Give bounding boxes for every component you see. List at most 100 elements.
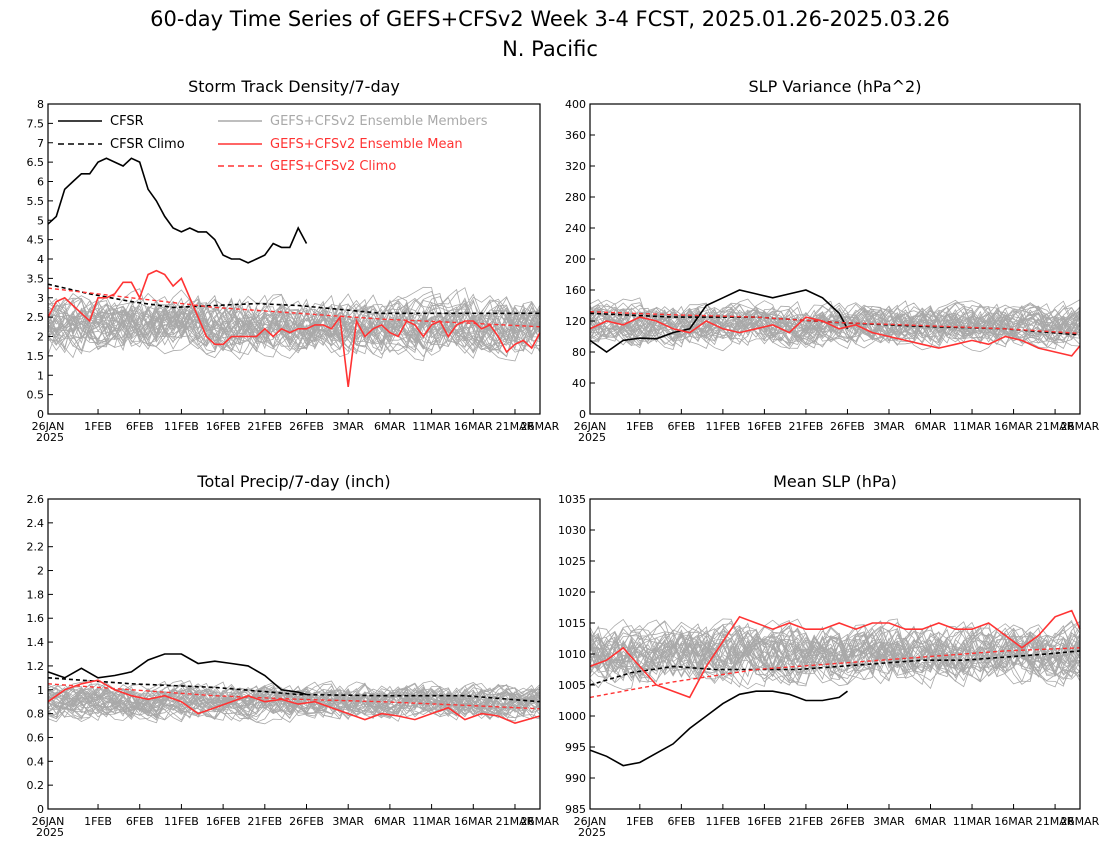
- y-tick-label: 3: [37, 292, 44, 305]
- x-year-label: 2025: [36, 431, 64, 444]
- x-tick-label: 16FEB: [747, 420, 782, 433]
- legend-label-climo: GEFS+CFSv2 Climo: [270, 159, 396, 174]
- x-tick-label: 3MAR: [873, 815, 905, 828]
- chart-panel-4: Mean SLP (hPa) 985 990 995 1000 1005 1010 1015 1…: [558, 472, 1100, 839]
- member-line: [47, 684, 541, 721]
- x-tick-label: 3MAR: [332, 420, 364, 433]
- panel-title: Mean SLP (hPa): [773, 472, 897, 491]
- member-line: [589, 621, 1081, 690]
- x-year-label: 2025: [578, 826, 606, 839]
- member-line: [589, 627, 1081, 685]
- panels: Storm Track Density/7-day 0 0.5 1 1.5 2 2.5 3 3.…: [27, 77, 1100, 839]
- y-tick-label: 7: [37, 137, 44, 150]
- member-line: [589, 630, 1081, 685]
- x-tick-label: 6MAR: [915, 815, 947, 828]
- x-tick-label: 11FEB: [164, 815, 199, 828]
- y-tick-label: 80: [572, 346, 586, 359]
- x-tick-label: 11FEB: [705, 815, 740, 828]
- member-line: [589, 297, 1081, 339]
- legend: CFSR CFSR Climo GEFS+CFSv2 Ensemble Member…: [58, 114, 488, 174]
- y-tick-label: 1025: [558, 555, 586, 568]
- y-tick-label: 120: [565, 315, 586, 328]
- member-line: [589, 626, 1081, 681]
- member-line: [589, 621, 1081, 685]
- x-tick-label: 11MAR: [412, 420, 451, 433]
- ensemble-members: [47, 679, 541, 725]
- series-line-cfsr: [47, 157, 308, 264]
- member-line: [47, 295, 541, 353]
- ensemble-members: [47, 286, 541, 362]
- x-tick-label: 16MAR: [454, 815, 493, 828]
- y-tick-label: 1: [37, 684, 44, 697]
- x-tick-label: 26MAR: [1061, 815, 1100, 828]
- member-line: [47, 298, 541, 353]
- member-line: [589, 304, 1081, 347]
- member-line: [47, 685, 541, 721]
- series-line-mean: [589, 316, 1081, 357]
- legend-label-mean: GEFS+CFSv2 Ensemble Mean: [270, 137, 463, 152]
- y-tick-label: 200: [565, 253, 586, 266]
- y-tick-label: 1030: [558, 524, 586, 537]
- x-year-label: 2025: [578, 431, 606, 444]
- y-tick-label: 1: [37, 369, 44, 382]
- x-tick-label: 26MAR: [521, 815, 560, 828]
- x-tick-label: 16FEB: [206, 815, 241, 828]
- y-tick-label: 3.5: [27, 272, 45, 285]
- y-tick-label: 6.5: [27, 156, 45, 169]
- series-line-cfsr: [589, 690, 848, 767]
- x-tick-label: 6MAR: [374, 815, 406, 828]
- y-tick-label: 280: [565, 191, 586, 204]
- member-line: [589, 623, 1081, 681]
- chart-panel-1: Storm Track Density/7-day 0 0.5 1 1.5 2 2.5 3 3.…: [27, 77, 560, 444]
- x-tick-label: 26FEB: [830, 420, 865, 433]
- member-line: [47, 301, 541, 355]
- x-tick-label: 21MAR: [496, 815, 535, 828]
- y-tick-label: 400: [565, 98, 586, 111]
- y-tick-label: 1015: [558, 617, 586, 630]
- y-tick-label: 8: [37, 98, 44, 111]
- y-tick-label: 7.5: [27, 117, 45, 130]
- y-tick-label: 4.5: [27, 234, 45, 247]
- chart-panel-2: SLP Variance (hPa^2) 0 40 80 120 160 200 240 280…: [565, 77, 1100, 444]
- member-line: [589, 300, 1081, 350]
- y-tick-label: 2.2: [27, 541, 45, 554]
- x-tick-label: 26JAN: [32, 815, 65, 828]
- y-tick-label: 0.5: [27, 389, 45, 402]
- y-tick-label: 5.5: [27, 195, 45, 208]
- y-tick-label: 360: [565, 129, 586, 142]
- figure-subtitle: N. Pacific: [502, 37, 598, 61]
- y-tick-label: 2: [37, 331, 44, 344]
- y-tick-label: 0.6: [27, 731, 45, 744]
- x-tick-label: 26MAR: [1061, 420, 1100, 433]
- y-tick-label: 1000: [558, 710, 586, 723]
- series-line-mean: [589, 609, 1081, 699]
- y-tick-label: 995: [565, 741, 586, 754]
- x-tick-label: 26FEB: [830, 815, 865, 828]
- y-tick-label: 1.6: [27, 612, 45, 625]
- x-tick-label: 6FEB: [126, 420, 154, 433]
- y-tick-label: 40: [572, 377, 586, 390]
- y-tick-label: 1010: [558, 648, 586, 661]
- y-tick-label: 5: [37, 214, 44, 227]
- y-tick-label: 1.5: [27, 350, 45, 363]
- x-tick-label: 6FEB: [126, 815, 154, 828]
- x-tick-label: 1FEB: [626, 815, 654, 828]
- x-tick-label: 21FEB: [789, 815, 824, 828]
- y-tick-label: 160: [565, 284, 586, 297]
- x-tick-label: 26JAN: [574, 420, 607, 433]
- member-line: [589, 627, 1081, 685]
- member-line: [589, 618, 1081, 688]
- y-tick-label: 1035: [558, 493, 586, 506]
- member-line: [47, 297, 541, 361]
- x-year-label: 2025: [36, 826, 64, 839]
- y-tick-label: 240: [565, 222, 586, 235]
- legend-label-members: GEFS+CFSv2 Ensemble Members: [270, 114, 488, 129]
- chart-panel-3: Total Precip/7-day (inch)00.20.40.60.811…: [27, 472, 560, 839]
- y-tick-label: 2.6: [27, 493, 45, 506]
- y-tick-label: 0: [579, 408, 586, 421]
- y-tick-label: 2.5: [27, 311, 45, 324]
- x-tick-label: 1FEB: [84, 815, 112, 828]
- member-line: [589, 619, 1081, 685]
- member-line: [47, 293, 541, 355]
